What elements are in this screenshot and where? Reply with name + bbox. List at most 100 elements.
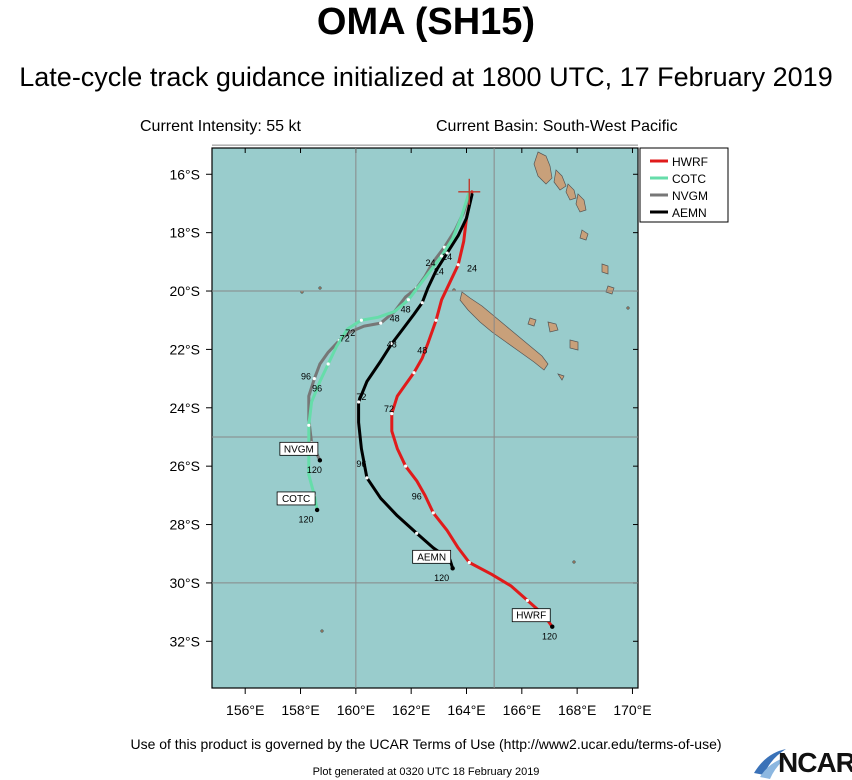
track-point-marker bbox=[439, 254, 444, 258]
map-frame bbox=[211, 147, 639, 689]
track-point-marker bbox=[415, 531, 419, 535]
legend-label-nvgm: NVGM bbox=[672, 189, 708, 203]
track-point-marker bbox=[412, 371, 416, 375]
forecast-hour-label: 96 bbox=[356, 459, 366, 469]
forecast-hour-label: 24 bbox=[426, 258, 436, 268]
track-end-point bbox=[317, 458, 323, 463]
lon-tick-label: 168°E bbox=[558, 702, 596, 718]
lat-tick-label: 22°S bbox=[169, 341, 200, 357]
track-point-marker bbox=[357, 400, 361, 404]
loyalty-island bbox=[527, 317, 537, 327]
lat-tick-label: 16°S bbox=[169, 166, 200, 182]
track-end-point bbox=[314, 507, 320, 513]
ncar-logo-text: NCAR bbox=[778, 747, 852, 778]
vanuatu-island bbox=[601, 263, 609, 275]
lon-tick-label: 164°E bbox=[447, 702, 485, 718]
track-end-label-box bbox=[511, 608, 551, 623]
legend-label-hwrf: HWRF bbox=[672, 155, 708, 169]
track-end-label-text: HWRF bbox=[516, 611, 546, 622]
vanuatu-island bbox=[553, 169, 567, 191]
ncar-swoosh-icon bbox=[754, 749, 788, 779]
forecast-hour-label: 72 bbox=[345, 328, 355, 338]
forecast-hour-label: 72 bbox=[340, 334, 350, 344]
track-end-label-text: NVGM bbox=[284, 444, 314, 455]
lon-tick-label: 170°E bbox=[613, 702, 651, 718]
track-point-marker bbox=[390, 341, 394, 346]
lat-tick-label: 20°S bbox=[169, 283, 200, 299]
track-end-point bbox=[550, 624, 555, 629]
small-island bbox=[626, 306, 630, 310]
vanuatu-island bbox=[579, 229, 589, 241]
track-end-point bbox=[450, 566, 455, 571]
lat-tick-label: 24°S bbox=[169, 400, 200, 416]
ncar-logo: NCAR bbox=[752, 745, 852, 780]
small-island bbox=[572, 560, 576, 564]
track-point-marker bbox=[326, 362, 330, 366]
vanuatu-island bbox=[533, 151, 553, 185]
loyalty-island bbox=[557, 373, 565, 381]
track-end-label-text: COTC bbox=[282, 494, 310, 505]
track-point-marker bbox=[406, 298, 411, 302]
track-point-marker bbox=[359, 318, 363, 322]
track-nvgm bbox=[307, 193, 471, 462]
legend-label-cotc: COTC bbox=[672, 172, 706, 186]
track-point-marker bbox=[420, 301, 424, 305]
track-point-marker bbox=[404, 464, 408, 468]
current-basin: Current Basin: South-West Pacific bbox=[436, 118, 678, 135]
lat-tick-label: 28°S bbox=[169, 517, 200, 533]
track-end-label-hwrf: HWRF bbox=[511, 608, 551, 623]
forecast-hour-label: 48 bbox=[417, 345, 427, 355]
track-point-marker bbox=[312, 376, 316, 381]
forecast-hour-label: 120 bbox=[299, 515, 314, 525]
new-caledonia-landmass bbox=[459, 291, 549, 371]
small-island bbox=[320, 629, 324, 633]
track-hwrf bbox=[390, 190, 554, 629]
forecast-hour-label: 120 bbox=[307, 465, 322, 475]
track-end-label-cotc: COTC bbox=[276, 491, 316, 506]
forecast-hour-label: 24 bbox=[467, 264, 477, 274]
terms-of-use: Use of this product is governed by the U… bbox=[130, 736, 722, 752]
track-end-label-box bbox=[279, 441, 319, 456]
grid-layer bbox=[212, 144, 638, 688]
track-end-label-aemn: AEMN bbox=[412, 549, 452, 564]
forecast-hour-label: 24 bbox=[442, 252, 452, 262]
lon-tick-label: 158°E bbox=[281, 702, 319, 718]
forecast-hour-label: 24 bbox=[434, 267, 444, 277]
vanuatu-island bbox=[565, 183, 577, 201]
vanuatu-island bbox=[575, 193, 587, 213]
forecast-hour-label: 48 bbox=[387, 340, 397, 350]
track-point-marker bbox=[431, 511, 435, 515]
lat-tick-label: 18°S bbox=[169, 225, 200, 241]
track-map: 156°E 158°E 160°E 162°E 164°E 166°E 168°E 170°E… bbox=[169, 144, 729, 718]
map-axes: 156°E 158°E 160°E 162°E 164°E 166°E 168°E 170°E… bbox=[169, 147, 652, 718]
vanuatu-island bbox=[605, 285, 615, 295]
label-layer: HWRF 24 48 72 96 120 AEMN 24 48 72 96 120 NVGM 24 48 72… bbox=[276, 178, 557, 641]
lon-tick-label: 162°E bbox=[392, 702, 430, 718]
loyalty-island bbox=[569, 339, 579, 351]
plot-generated-time: Plot generated at 0320 UTC 18 February 2… bbox=[312, 766, 540, 778]
track-end-label-nvgm: NVGM bbox=[279, 441, 319, 456]
land-layer bbox=[300, 151, 630, 633]
loyalty-island bbox=[547, 321, 559, 333]
track-aemn bbox=[357, 193, 474, 570]
small-island bbox=[318, 286, 322, 290]
track-point-marker bbox=[434, 318, 438, 322]
forecast-hour-label: 120 bbox=[542, 631, 557, 641]
lon-tick-label: 156°E bbox=[226, 702, 264, 718]
lat-tick-label: 30°S bbox=[169, 575, 200, 591]
track-end-label-box bbox=[412, 549, 452, 564]
track-end-label-text: AEMN bbox=[417, 552, 446, 563]
current-intensity: Current Intensity: 55 kt bbox=[140, 118, 301, 135]
ocean-background bbox=[212, 148, 638, 688]
track-point-marker bbox=[307, 423, 311, 427]
forecast-hour-label: 96 bbox=[412, 491, 422, 501]
lat-tick-label: 32°S bbox=[169, 633, 200, 649]
forecast-hour-label: 120 bbox=[434, 573, 449, 583]
track-point-marker bbox=[390, 412, 394, 416]
page-subtitle: Late-cycle track guidance initialized at… bbox=[19, 62, 833, 92]
forecast-hour-label: 48 bbox=[390, 313, 400, 323]
lat-tick-label: 26°S bbox=[169, 458, 200, 474]
track-point-marker bbox=[365, 476, 369, 480]
forecast-hour-label: 96 bbox=[312, 383, 322, 393]
legend-label-aemn: AEMN bbox=[672, 206, 707, 220]
